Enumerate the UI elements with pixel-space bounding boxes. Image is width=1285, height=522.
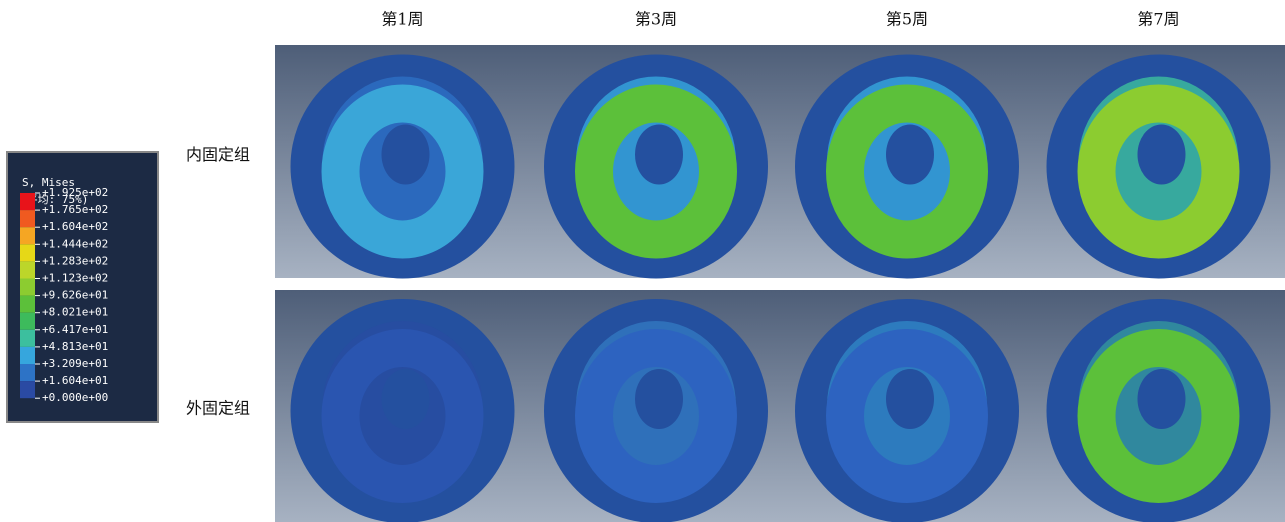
legend-swatch (20, 312, 35, 330)
stress-ring (321, 84, 484, 259)
column-header: 第7周 (1137, 10, 1179, 29)
legend-label: +1.444e+02 (42, 237, 108, 250)
legend-swatch (20, 295, 35, 313)
legend-label: +0.000e+00 (42, 391, 108, 404)
stress-ring (826, 84, 988, 259)
medullary-cavity (381, 124, 430, 185)
legend-label: +9.626e+01 (42, 289, 108, 302)
row-label: 内固定组 (186, 145, 250, 164)
legend-swatch (20, 261, 35, 279)
medullary-cavity (886, 369, 934, 429)
legend-label: +3.209e+01 (42, 357, 108, 370)
legend-subtitle: (平均: 75%) (20, 193, 88, 206)
stress-ring (1077, 84, 1240, 259)
legend-label: +1.765e+02 (42, 203, 108, 216)
legend-swatch (20, 329, 35, 347)
legend-label: +4.813e+01 (42, 340, 108, 353)
column-header: 第3周 (635, 10, 677, 29)
medullary-cavity (1137, 124, 1186, 185)
medullary-cavity (1137, 369, 1186, 429)
stress-ring (1077, 329, 1240, 503)
column-header: 第5周 (886, 10, 928, 29)
legend-label: +1.604e+02 (42, 220, 108, 233)
legend-label: +1.604e+01 (42, 374, 108, 387)
legend-label: +1.123e+02 (42, 272, 108, 285)
row-label: 外固定组 (186, 399, 250, 418)
legend-swatch (20, 381, 35, 399)
legend-swatch (20, 193, 35, 211)
legend-scale: +1.925e+02 +1.765e+02 +1.604e+02 +1.444e+02… (20, 186, 108, 404)
stress-ring (826, 329, 988, 503)
legend-title: S, Mises (22, 176, 75, 189)
legend-label: +6.417e+01 (42, 323, 108, 336)
column-header: 第1周 (381, 10, 423, 29)
legend-label: +1.925e+02 (42, 186, 108, 199)
legend-swatch (20, 227, 35, 245)
medullary-cavity (635, 369, 683, 429)
legend-label: +1.283e+02 (42, 254, 108, 267)
legend-swatch (20, 278, 35, 296)
stress-ring (575, 329, 737, 503)
medullary-cavity (381, 369, 430, 429)
medullary-cavity (886, 124, 934, 185)
stress-ring (575, 84, 737, 259)
medullary-cavity (635, 124, 683, 185)
panels (275, 45, 1285, 522)
legend-swatch (20, 346, 35, 364)
legend-label: +8.021e+01 (42, 306, 108, 319)
legend-swatch (20, 244, 35, 262)
legend-swatch (20, 210, 35, 228)
legend-swatch (20, 364, 35, 382)
stress-ring (321, 329, 484, 503)
